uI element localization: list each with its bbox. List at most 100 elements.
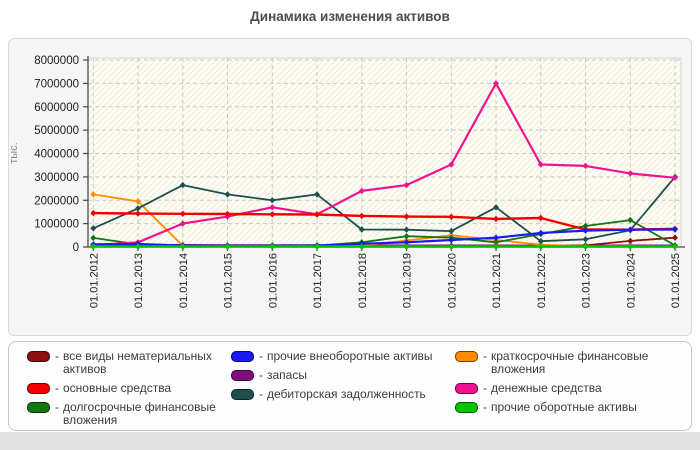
legend-item: - дебиторская задолженность xyxy=(231,388,455,401)
data-point-marker xyxy=(269,211,276,218)
legend-item: - прочие внеоборотные активы xyxy=(231,350,455,363)
legend-item: - запасы xyxy=(231,369,455,382)
legend-separator: - xyxy=(483,400,487,414)
data-point-marker xyxy=(582,227,589,234)
data-point-marker xyxy=(314,211,320,218)
data-point-marker xyxy=(493,204,499,211)
data-point-marker xyxy=(627,216,634,224)
x-tick-label: 01.01.2014 xyxy=(178,253,190,308)
x-tick-label: 01.01.2015 xyxy=(223,253,235,308)
legend-separator: - xyxy=(259,368,263,382)
x-tick-label: 01.01.2024 xyxy=(625,253,637,308)
x-tick-label: 01.01.2012 xyxy=(88,253,100,308)
data-point-marker xyxy=(135,205,141,212)
data-point-marker xyxy=(90,225,97,232)
legend-separator: - xyxy=(55,381,59,395)
legend-label: краткосрочные финансовые вложения xyxy=(491,349,649,376)
data-point-marker xyxy=(90,234,97,242)
data-point-marker xyxy=(493,215,499,223)
data-point-marker xyxy=(403,239,410,246)
data-point-marker xyxy=(269,197,276,204)
data-point-marker xyxy=(582,222,589,230)
data-point-marker xyxy=(403,233,410,240)
data-point-marker xyxy=(269,243,276,250)
series-line xyxy=(90,173,678,245)
plot-area-hatch xyxy=(87,57,682,248)
x-tick-label: 01.01.2023 xyxy=(581,253,593,308)
data-point-marker xyxy=(627,226,634,233)
y-tick-label: 0 xyxy=(73,242,79,254)
data-point-marker xyxy=(224,243,231,250)
legend-separator: - xyxy=(259,349,263,363)
legend-separator: - xyxy=(55,349,59,363)
data-point-marker xyxy=(90,243,97,250)
y-tick-labels: 0 1000000 2000000 3000000 4000000 5000000 6000… xyxy=(34,55,79,254)
data-point-marker xyxy=(224,210,231,218)
data-point-marker xyxy=(358,212,365,220)
data-point-marker xyxy=(448,213,455,220)
data-point-marker xyxy=(403,181,410,189)
data-point-marker xyxy=(493,234,499,241)
x-tick-label: 01.01.2017 xyxy=(312,253,324,308)
data-point-marker xyxy=(493,243,499,250)
legend-swatch xyxy=(27,383,50,394)
data-point-marker xyxy=(314,243,320,250)
legend-column: - краткосрочные финансовые вложения - денеж… xyxy=(455,350,683,414)
data-point-marker xyxy=(672,226,678,233)
legend-column: - все виды нематериальных активов - основны… xyxy=(27,350,231,427)
data-point-marker xyxy=(582,162,589,170)
legend-item: - краткосрочные финансовые вложения xyxy=(455,350,683,376)
data-point-marker xyxy=(90,191,97,198)
x-tick-labels: 01.01.2012 01.01.2013 01.01.2014 01.01.2015… xyxy=(88,253,682,308)
y-axis-title: тыс. xyxy=(8,142,20,164)
data-point-marker xyxy=(358,243,365,250)
legend-item: - долгосрочные финансовые вложения xyxy=(27,401,231,427)
legend-item: - денежные средства xyxy=(455,382,683,395)
data-point-marker xyxy=(582,243,589,250)
data-point-marker xyxy=(314,191,320,198)
data-point-marker xyxy=(358,226,365,233)
legend-swatch xyxy=(27,402,50,413)
legend-label: денежные средства xyxy=(491,381,602,395)
x-tick-label: 01.01.2018 xyxy=(357,253,369,308)
y-tick-label: 5000000 xyxy=(34,125,79,137)
y-tick-label: 3000000 xyxy=(34,172,79,184)
data-point-marker xyxy=(582,236,589,243)
legend-label: прочие оборотные активы xyxy=(491,400,637,414)
y-tick-label: 7000000 xyxy=(34,78,79,90)
data-point-marker xyxy=(135,198,141,205)
legend-label: все виды нематериальных активов xyxy=(63,349,212,376)
x-tick-label: 01.01.2021 xyxy=(491,253,503,308)
legend-separator: - xyxy=(483,349,487,363)
data-point-marker xyxy=(269,204,276,211)
legend-column: - прочие внеоборотные активы - запасы - дебит… xyxy=(231,350,455,401)
data-point-marker xyxy=(135,210,141,217)
legend-swatch xyxy=(27,351,50,362)
legend-item: - основные средства xyxy=(27,382,231,395)
page-title: Динамика изменения активов xyxy=(250,9,450,24)
x-tick-label: 01.01.2022 xyxy=(536,253,548,308)
legend-separator: - xyxy=(483,381,487,395)
data-point-marker xyxy=(224,191,231,198)
y-tick-label: 6000000 xyxy=(34,102,79,114)
legend-label: основные средства xyxy=(63,381,172,395)
y-tick-label: 1000000 xyxy=(34,219,79,231)
data-point-marker xyxy=(537,161,544,168)
legend-item: - все виды нематериальных активов xyxy=(27,350,231,376)
data-point-marker xyxy=(358,187,365,195)
series-line xyxy=(90,243,678,250)
data-point-marker xyxy=(537,243,544,250)
x-tick-label: 01.01.2013 xyxy=(133,253,145,308)
data-point-marker xyxy=(493,239,499,246)
data-point-marker xyxy=(493,80,499,87)
data-point-marker xyxy=(90,209,97,217)
data-point-marker xyxy=(537,238,544,245)
legend-item: - прочие оборотные активы xyxy=(455,401,683,414)
data-point-marker xyxy=(672,174,678,181)
legend-label: запасы xyxy=(267,368,307,382)
data-point-marker xyxy=(627,243,634,250)
x-tick-label: 01.01.2020 xyxy=(446,253,458,308)
data-point-marker xyxy=(537,214,544,222)
legend-panel: - все виды нематериальных активов - основны… xyxy=(8,341,692,431)
